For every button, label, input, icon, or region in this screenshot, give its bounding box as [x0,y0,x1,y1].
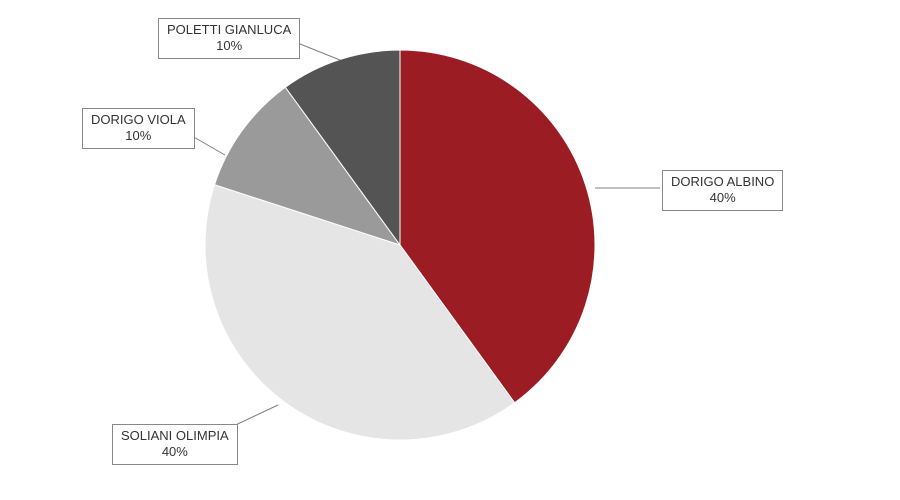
slice-label-name: SOLIANI OLIMPIA [121,428,229,444]
slice-label-name: POLETTI GIANLUCA [167,22,291,38]
slice-label-percent: 10% [91,128,186,144]
slice-label-percent: 10% [167,38,291,54]
slice-label-1: SOLIANI OLIMPIA40% [112,424,238,465]
slice-label-percent: 40% [671,190,774,206]
slice-label-3: POLETTI GIANLUCA10% [158,18,300,59]
slice-label-2: DORIGO VIOLA10% [82,108,195,149]
slice-label-percent: 40% [121,444,229,460]
slice-label-name: DORIGO ALBINO [671,174,774,190]
pie-chart-container: DORIGO ALBINO40%SOLIANI OLIMPIA40%DORIGO… [0,0,900,500]
slice-label-0: DORIGO ALBINO40% [662,170,783,211]
slice-label-name: DORIGO VIOLA [91,112,186,128]
